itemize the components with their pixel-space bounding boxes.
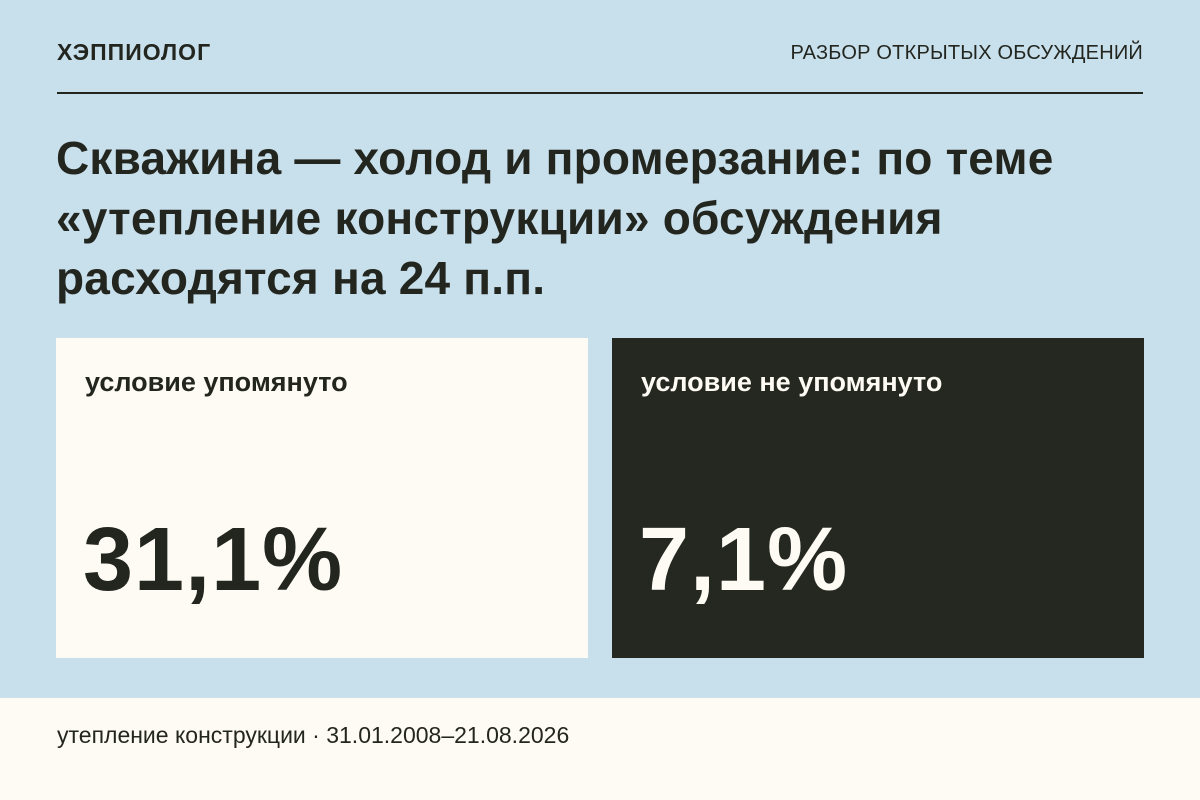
card-condition-mentioned: условие упомянуто 31,1% [56,338,588,658]
card-label: условие не упомянуто [641,367,943,397]
card-condition-not-mentioned: условие не упомянуто 7,1% [612,338,1144,658]
card-value: 31,1% [83,510,344,610]
section-title: РАЗБОР ОТКРЫТЫХ ОБСУЖДЕНИЙ [790,42,1143,64]
header-divider [57,92,1143,94]
brand-logo: ХЭППИОЛОГ [57,39,212,65]
footer-caption: утепление конструкции · 31.01.2008–21.08… [57,722,570,748]
footer-bar: утепление конструкции · 31.01.2008–21.08… [0,698,1200,800]
headline: Скважина — холод и промерзание: по теме … [56,132,1054,304]
card-label: условие упомянуто [85,367,348,397]
card-value: 7,1% [639,510,849,610]
